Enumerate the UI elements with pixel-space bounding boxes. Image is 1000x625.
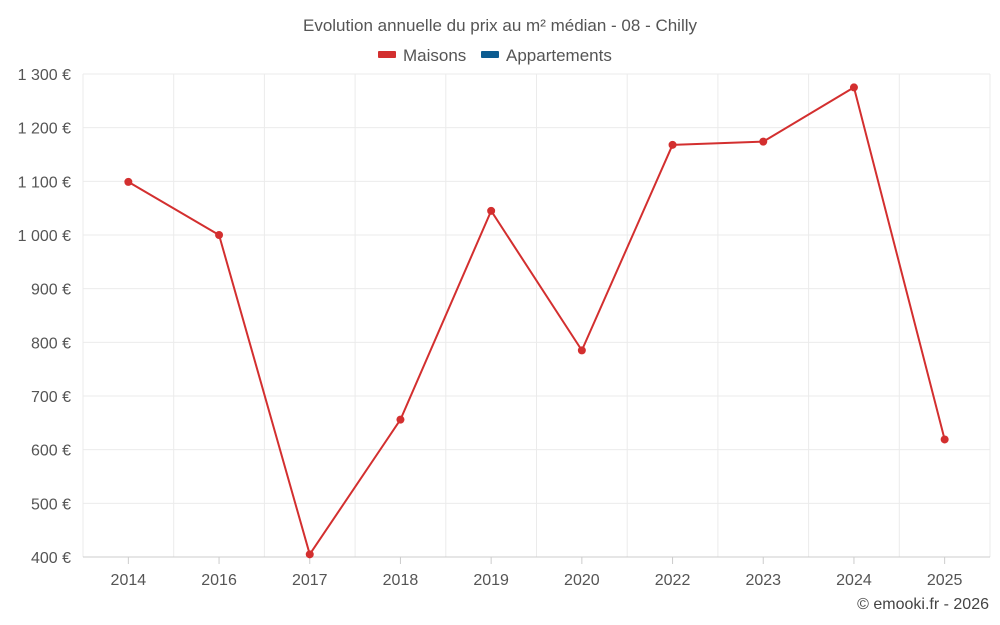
y-tick-label: 500 € xyxy=(31,496,71,513)
series-group xyxy=(124,83,949,559)
data-point-maisons-2016[interactable] xyxy=(215,231,224,239)
grid xyxy=(82,73,991,557)
legend-label-maisons: Maisons xyxy=(403,46,466,65)
chart-title: Evolution annuelle du prix au m² médian … xyxy=(303,16,698,35)
x-tick-label: 2023 xyxy=(745,572,781,589)
y-tick-label: 1 200 € xyxy=(18,121,71,138)
x-tick-label: 2016 xyxy=(201,572,237,589)
data-point-maisons-2020[interactable] xyxy=(577,346,586,355)
x-tick-label: 2022 xyxy=(655,572,691,589)
x-tick-label: 2020 xyxy=(564,572,600,589)
x-axis-ticks: 2014 2016 2017 2018 2019 2020 2022 2023 2024 2025 xyxy=(111,557,963,589)
legend-label-appartements: Appartements xyxy=(506,46,612,65)
series-line-maisons xyxy=(127,86,946,556)
y-axis-ticks: 400 € 500 € 600 € 700 € 800 € 900 € 1 000 € 1 1… xyxy=(18,67,71,567)
legend-swatch-maisons xyxy=(378,51,396,58)
y-tick-label: 700 € xyxy=(31,389,71,406)
legend-item-appartements[interactable]: Appartements xyxy=(481,46,612,65)
x-tick-label: 2024 xyxy=(836,572,872,589)
y-tick-label: 600 € xyxy=(31,443,71,460)
x-tick-label: 2014 xyxy=(111,572,147,589)
y-tick-label: 1 000 € xyxy=(18,228,71,245)
data-point-maisons-2022[interactable] xyxy=(668,140,677,149)
legend[interactable]: Maisons Appartements xyxy=(378,46,612,65)
data-point-maisons-2014[interactable] xyxy=(124,177,133,186)
data-point-maisons-2017[interactable] xyxy=(305,550,314,559)
data-point-maisons-2023[interactable] xyxy=(759,137,768,146)
x-tick-label: 2017 xyxy=(292,572,328,589)
y-tick-label: 400 € xyxy=(31,550,71,567)
y-tick-label: 1 100 € xyxy=(18,174,71,191)
y-tick-label: 1 300 € xyxy=(18,67,71,84)
data-point-maisons-2018[interactable] xyxy=(396,415,405,424)
y-tick-label: 800 € xyxy=(31,335,71,352)
y-tick-label: 900 € xyxy=(31,282,71,299)
legend-swatch-appartements xyxy=(481,51,499,58)
x-tick-label: 2018 xyxy=(383,572,419,589)
x-tick-label: 2019 xyxy=(473,572,509,589)
x-tick-label: 2025 xyxy=(927,572,963,589)
data-point-maisons-2024[interactable] xyxy=(849,83,858,92)
credit-text: © emooki.fr - 2026 xyxy=(857,596,989,613)
data-point-maisons-2019[interactable] xyxy=(487,206,496,215)
data-point-maisons-2025[interactable] xyxy=(940,435,949,444)
legend-item-maisons[interactable]: Maisons xyxy=(378,46,466,65)
